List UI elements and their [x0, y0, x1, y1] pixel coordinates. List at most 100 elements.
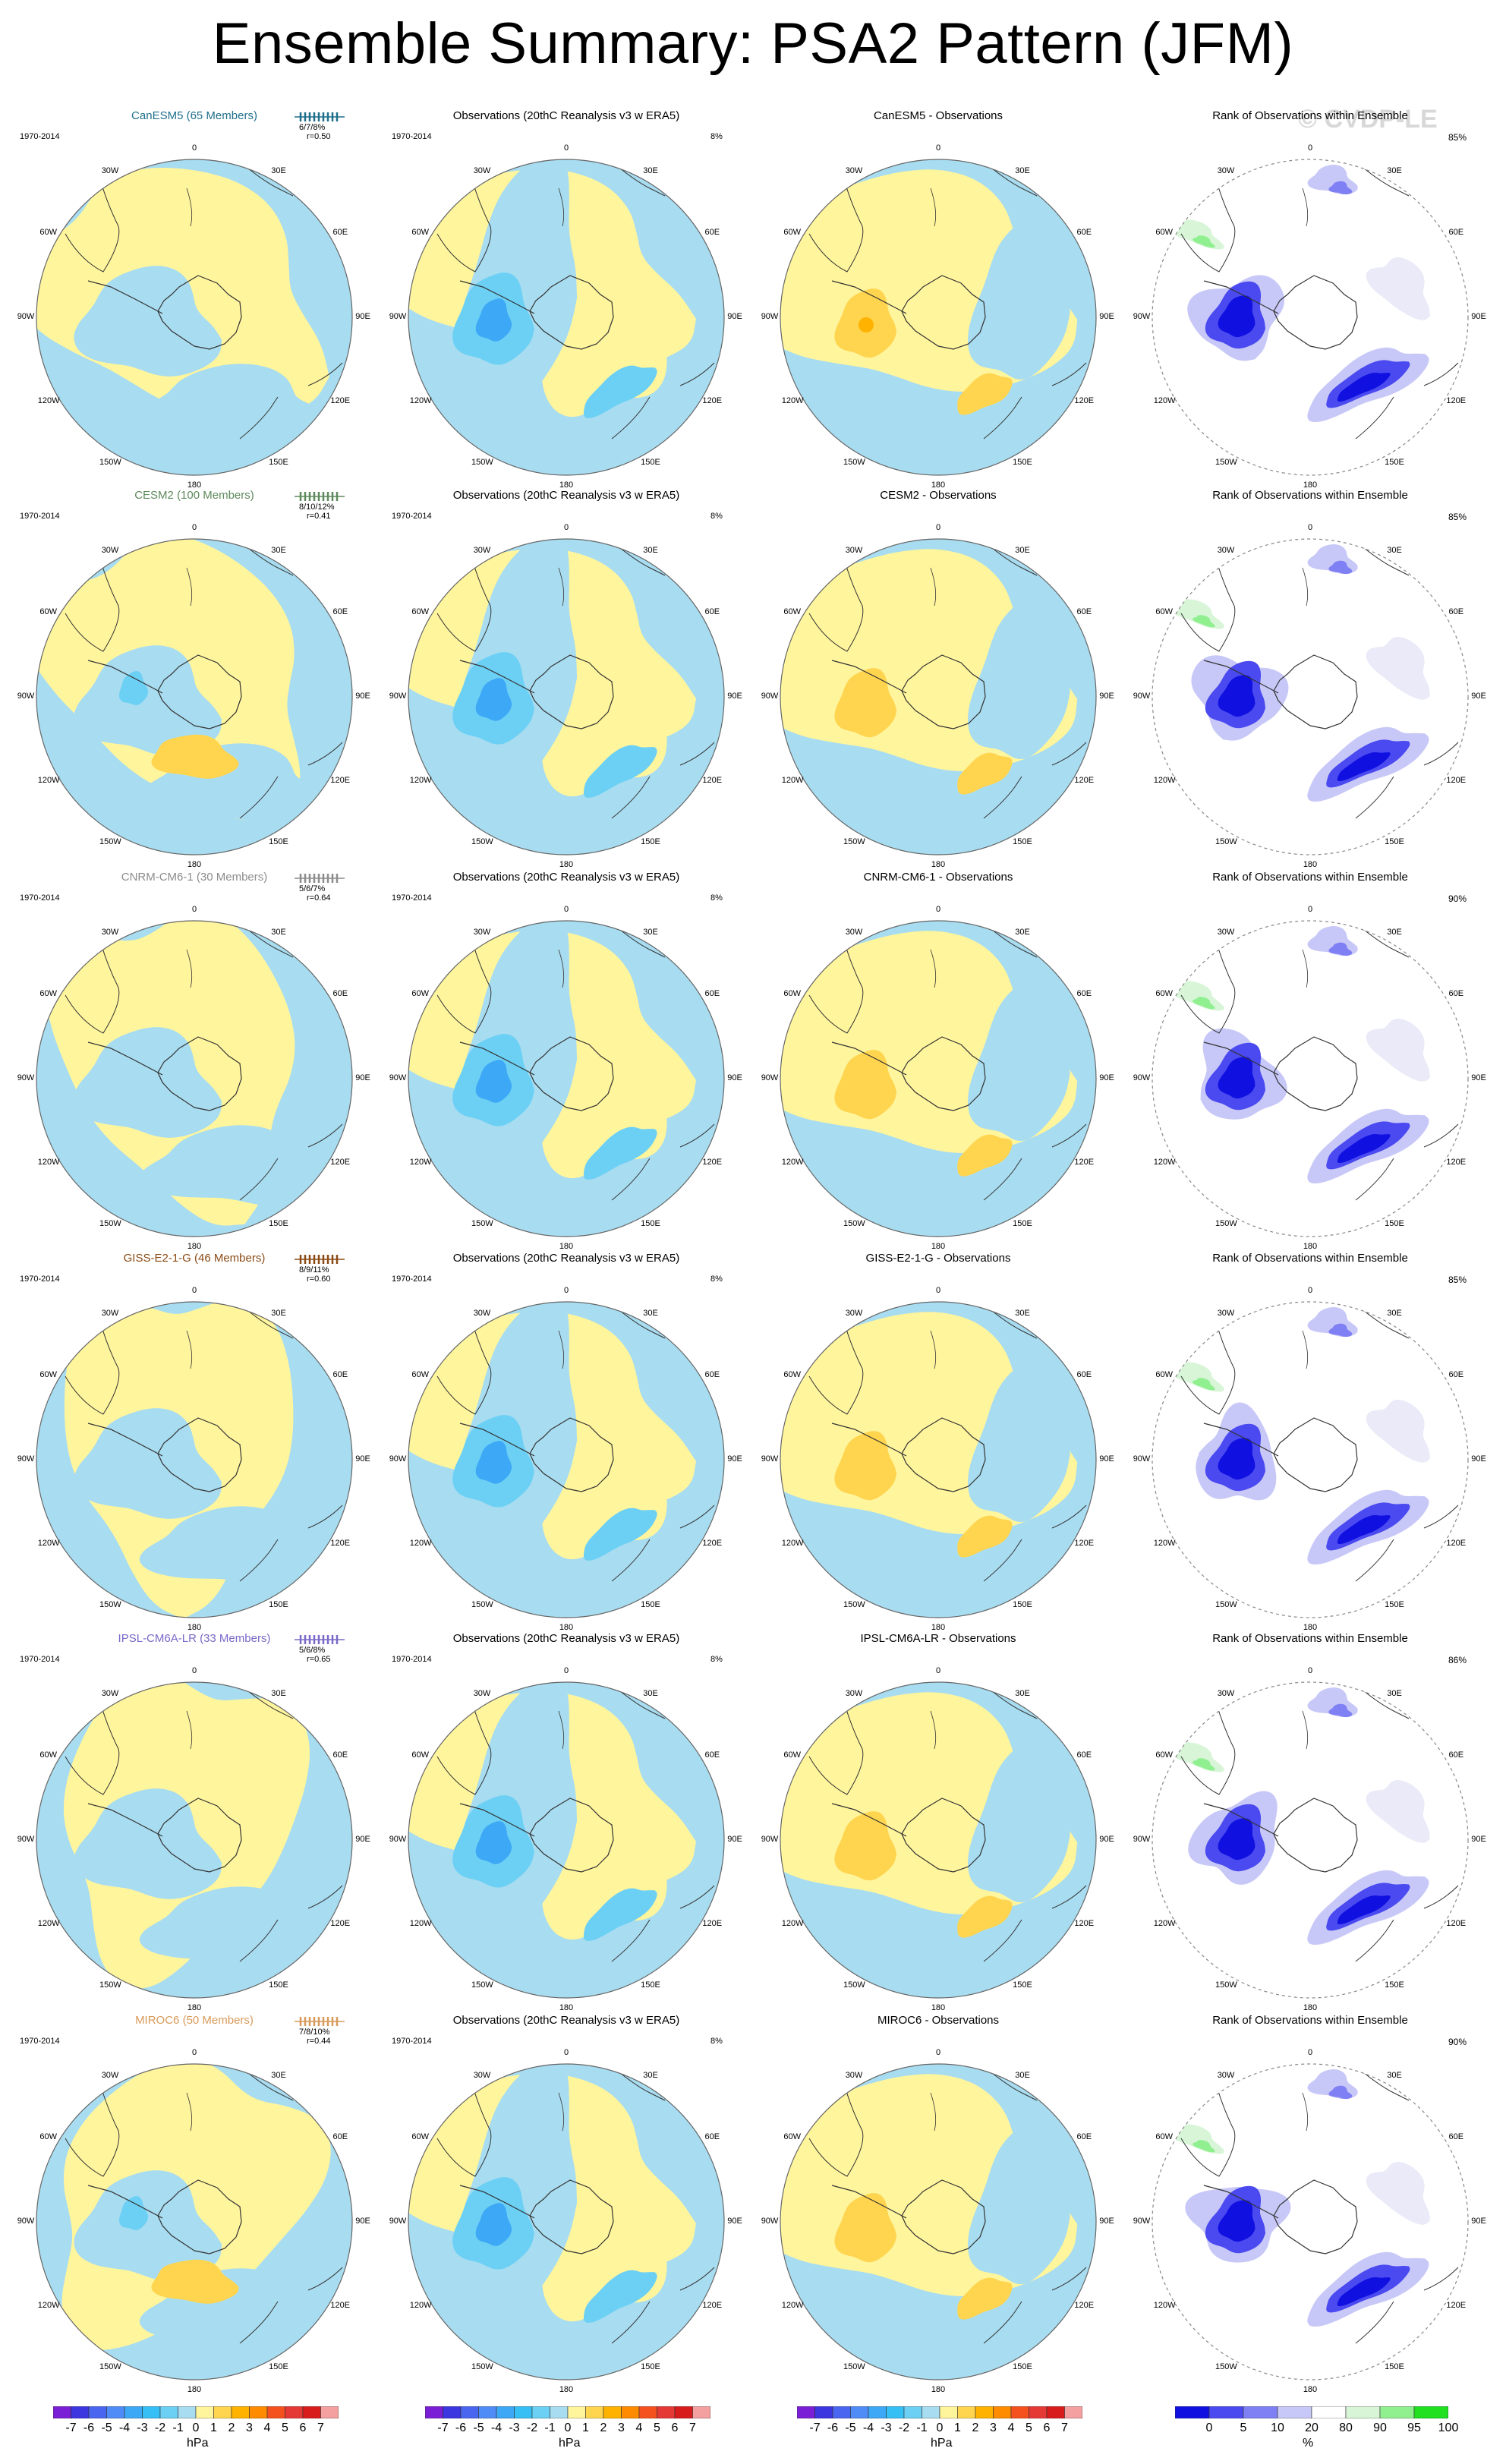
- ensemble-spread-glyph: [295, 874, 345, 883]
- longitude-label: 180: [931, 2003, 946, 2012]
- longitude-label: 30E: [271, 1308, 286, 1318]
- longitude-label: 120W: [409, 1158, 432, 1167]
- longitude-label: 60W: [783, 989, 802, 998]
- observations-map: [408, 1301, 725, 1618]
- longitude-label: 180: [187, 1242, 202, 1251]
- longitude-label: 90E: [355, 1835, 370, 1844]
- longitude-label: 120W: [781, 776, 804, 785]
- correlation-label: r=0.41: [307, 512, 331, 521]
- longitude-label: 180: [1303, 860, 1318, 869]
- longitude-label: 150W: [1215, 837, 1237, 847]
- longitude-label: 120W: [1153, 776, 1176, 785]
- longitude-label: 60W: [39, 607, 58, 616]
- longitude-label: 90W: [17, 312, 35, 321]
- colorbar-tick-label: 6: [671, 2421, 679, 2434]
- longitude-label: 120E: [702, 2301, 723, 2310]
- observations-map: [408, 2063, 725, 2381]
- longitude-label: 150W: [843, 1980, 865, 1990]
- longitude-label: 0: [935, 2048, 941, 2057]
- colorbar-tick-label: -1: [172, 2421, 184, 2434]
- longitude-label: 180: [931, 2385, 946, 2394]
- difference-title: CNRM-CM6-1 - Observations: [863, 871, 1013, 884]
- longitude-label: 30W: [845, 2070, 863, 2080]
- longitude-label: 0: [1307, 523, 1313, 532]
- longitude-label: 150E: [1385, 837, 1404, 847]
- longitude-label: 150W: [99, 1219, 121, 1229]
- longitude-label: 120E: [1446, 776, 1467, 785]
- longitude-label: 150E: [641, 837, 660, 847]
- longitude-label: 120E: [1446, 396, 1467, 405]
- longitude-label: 150W: [99, 458, 121, 468]
- difference-map: [780, 2063, 1097, 2381]
- longitude-label: 120E: [1446, 1919, 1467, 1928]
- longitude-label: 120E: [1074, 1919, 1095, 1928]
- colorbar-tick-label: 4: [1007, 2421, 1015, 2434]
- longitude-label: 90W: [17, 1835, 35, 1844]
- rank-pct-label: 85%: [1448, 1275, 1467, 1285]
- longitude-label: 180: [1303, 1242, 1318, 1251]
- period-label: 1970-2014: [20, 2037, 60, 2046]
- rank-title: Rank of Observations within Ensemble: [1212, 109, 1408, 122]
- longitude-label: 30E: [1387, 1308, 1402, 1318]
- longitude-label: 90E: [727, 2217, 742, 2226]
- period-label: 1970-2014: [392, 512, 432, 521]
- longitude-label: 30W: [101, 545, 119, 555]
- colorbar-tick-label: 5: [1026, 2421, 1032, 2434]
- longitude-label: 180: [559, 481, 574, 490]
- longitude-label: 150E: [269, 1600, 288, 1610]
- longitude-label: 120E: [702, 1158, 723, 1167]
- model-title: CNRM-CM6-1 (30 Members): [121, 871, 268, 884]
- longitude-label: 30W: [845, 927, 863, 937]
- observations-map: [408, 1681, 725, 1999]
- rank-map: [1152, 1301, 1469, 1618]
- longitude-label: 150E: [1013, 1600, 1032, 1610]
- longitude-label: 30W: [473, 1688, 491, 1698]
- colorbar-tick-label: -7: [437, 2421, 449, 2434]
- longitude-label: 90E: [727, 1073, 742, 1082]
- longitude-label: 180: [1303, 481, 1318, 490]
- period-label: 1970-2014: [20, 512, 60, 521]
- longitude-label: 30W: [101, 1308, 119, 1318]
- longitude-label: 150E: [1013, 2362, 1032, 2372]
- rank-map: [1152, 2063, 1469, 2381]
- longitude-label: 0: [935, 1666, 941, 1675]
- longitude-label: 60E: [1076, 1370, 1092, 1379]
- longitude-label: 60W: [411, 1750, 430, 1760]
- longitude-label: 60W: [411, 228, 430, 237]
- difference-map: [780, 920, 1097, 1237]
- longitude-label: 0: [1307, 1286, 1313, 1295]
- rank-pct-label: 86%: [1448, 1655, 1467, 1665]
- pct-stats: 5/6/7%: [299, 884, 326, 893]
- longitude-label: 60E: [704, 1750, 720, 1760]
- rank-pct-label: 85%: [1448, 512, 1467, 522]
- longitude-label: 30W: [473, 165, 491, 175]
- longitude-label: 0: [191, 143, 197, 153]
- colorbar-tick-label: 7: [1061, 2421, 1068, 2434]
- longitude-label: 120W: [37, 1919, 60, 1928]
- colorbar-tick-label: -7: [65, 2421, 77, 2434]
- longitude-label: 0: [191, 523, 197, 532]
- longitude-label: 60W: [1155, 607, 1174, 616]
- longitude-label: 60W: [411, 607, 430, 616]
- longitude-label: 90E: [1471, 1073, 1486, 1082]
- rank-map: [1152, 159, 1469, 476]
- rank-map: [1152, 1681, 1469, 1999]
- colorbar-tick-label: 10: [1271, 2421, 1284, 2434]
- longitude-label: 30E: [643, 545, 658, 555]
- longitude-label: 90W: [1133, 692, 1151, 701]
- longitude-label: 60E: [704, 228, 720, 237]
- longitude-label: 0: [563, 1666, 569, 1675]
- longitude-label: 90E: [1471, 312, 1486, 321]
- ensemble-spread-glyph: [295, 492, 345, 501]
- longitude-label: 150E: [641, 2362, 660, 2372]
- correlation-label: r=0.64: [307, 893, 331, 903]
- longitude-label: 90W: [761, 312, 779, 321]
- longitude-label: 120W: [409, 2301, 432, 2310]
- longitude-label: 120W: [37, 396, 60, 405]
- longitude-label: 120E: [1074, 776, 1095, 785]
- longitude-label: 150E: [1385, 2362, 1404, 2372]
- period-label: 1970-2014: [392, 893, 432, 903]
- ensemble-mean-map: [36, 538, 353, 855]
- longitude-label: 150E: [641, 1219, 660, 1229]
- longitude-label: 0: [191, 2048, 197, 2057]
